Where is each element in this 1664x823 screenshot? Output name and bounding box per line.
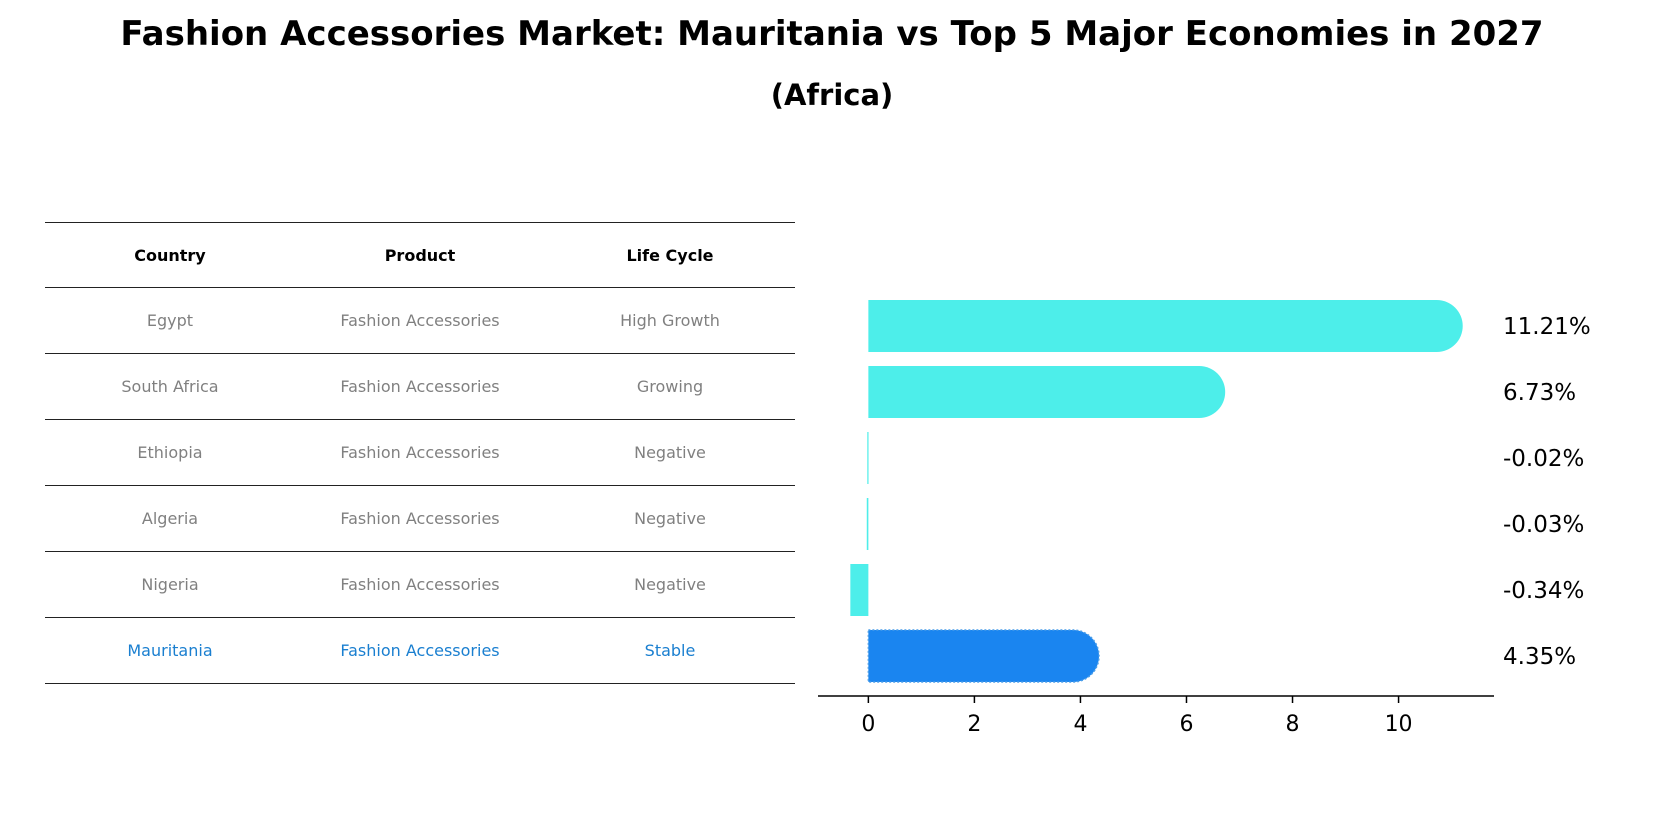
cell-life-cycle: Negative	[634, 443, 706, 462]
cell-product: Fashion Accessories	[340, 575, 500, 594]
cell-life-cycle: Negative	[634, 509, 706, 528]
bar-algeria	[866, 498, 869, 550]
cell-country: Egypt	[146, 311, 194, 330]
header-life-cycle: Life Cycle	[626, 245, 714, 265]
table-row: Algeria Fashion Accessories Negative	[45, 486, 795, 552]
header-country: Country	[134, 245, 206, 265]
table-header-row: Country Product Life Cycle	[45, 222, 795, 288]
cell-product: Fashion Accessories	[340, 377, 500, 396]
cell-life-cycle: High Growth	[620, 311, 720, 330]
bar-egypt	[868, 300, 1463, 352]
cell-product: Fashion Accessories	[340, 641, 500, 660]
cell-life-cycle: Growing	[636, 377, 704, 396]
chart-title: Fashion Accessories Market: Mauritania v…	[120, 14, 1544, 54]
data-label-egypt: 11.21%	[1503, 314, 1591, 340]
data-label-nigeria: -0.34%	[1503, 578, 1584, 604]
cell-country: Algeria	[141, 509, 199, 528]
bar-mauritania	[867, 629, 1100, 683]
data-table: Country Product Life Cycle Egypt Fashion…	[45, 222, 795, 684]
x-tick-label: 2	[967, 712, 981, 737]
x-tick-label: 8	[1286, 712, 1300, 737]
table-row: Nigeria Fashion Accessories Negative	[45, 552, 795, 618]
table-row: Ethiopia Fashion Accessories Negative	[45, 420, 795, 486]
cell-product: Fashion Accessories	[340, 509, 500, 528]
cell-product: Fashion Accessories	[340, 311, 500, 330]
data-label-south-africa: 6.73%	[1503, 380, 1576, 406]
data-label-algeria: -0.03%	[1503, 512, 1584, 538]
bar-nigeria	[850, 564, 869, 616]
cell-country: Nigeria	[141, 575, 199, 594]
table-row-highlight: Mauritania Fashion Accessories Stable	[45, 618, 795, 684]
x-tick-label: 4	[1073, 712, 1087, 737]
cell-country: Mauritania	[127, 641, 213, 660]
x-tick-label: 0	[861, 712, 875, 737]
bar-ethiopia	[867, 432, 869, 484]
x-tick-label: 6	[1179, 712, 1193, 737]
cell-country: Ethiopia	[137, 443, 203, 462]
bar-south-africa	[868, 366, 1226, 418]
data-label-mauritania: 4.35%	[1503, 644, 1576, 670]
table-row: Egypt Fashion Accessories High Growth	[45, 288, 795, 354]
cell-product: Fashion Accessories	[340, 443, 500, 462]
cell-life-cycle: Negative	[634, 575, 706, 594]
cell-life-cycle: Stable	[644, 641, 696, 660]
cell-country: South Africa	[121, 377, 219, 396]
x-tick-label: 10	[1385, 712, 1413, 737]
table-row: South Africa Fashion Accessories Growing	[45, 354, 795, 420]
header-product: Product	[384, 245, 456, 265]
data-label-ethiopia: -0.02%	[1503, 446, 1584, 472]
chart-subtitle: (Africa)	[770, 78, 894, 112]
